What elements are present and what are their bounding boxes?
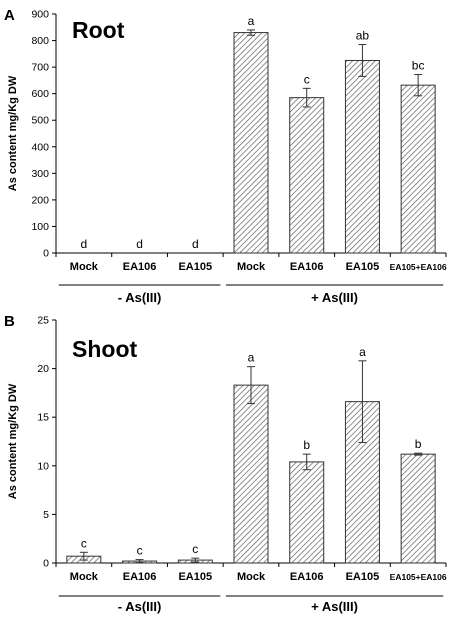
group-label: + As(III) <box>311 599 358 614</box>
y-tick-label: 700 <box>31 62 49 74</box>
y-tick-label: 600 <box>31 88 49 100</box>
category-label: EA105 <box>178 261 212 273</box>
y-axis-label: As content mg/Kg DW <box>7 383 19 499</box>
y-axis-label: As content mg/Kg DW <box>7 75 19 191</box>
significance-label: b <box>415 437 422 451</box>
bar-6 <box>344 59 380 254</box>
category-label: Mock <box>70 571 99 583</box>
y-tick-label: 25 <box>37 315 49 327</box>
y-tick-label: 0 <box>43 558 49 570</box>
significance-label: d <box>192 237 199 251</box>
y-tick-label: 10 <box>37 460 49 472</box>
significance-label: c <box>304 72 310 86</box>
category-label: EA105 <box>346 261 380 273</box>
category-label: EA106 <box>290 261 324 273</box>
significance-label: bc <box>412 59 425 73</box>
category-label: EA105+EA106 <box>390 572 447 582</box>
bar-4 <box>233 384 269 564</box>
category-label: EA105 <box>178 571 212 583</box>
y-tick-label: 800 <box>31 35 49 47</box>
category-label: EA105+EA106 <box>390 262 447 272</box>
bar-5 <box>289 461 325 564</box>
significance-label: c <box>192 542 198 556</box>
bar-7 <box>400 84 436 254</box>
y-tick-label: 400 <box>31 141 49 153</box>
chart-title: Shoot <box>72 336 137 362</box>
significance-label: c <box>81 536 87 550</box>
y-tick-label: 900 <box>31 9 49 21</box>
y-tick-label: 20 <box>37 363 49 375</box>
category-label: EA106 <box>123 571 157 583</box>
y-tick-label: 15 <box>37 412 49 424</box>
group-label: - As(III) <box>118 599 162 614</box>
y-tick-label: 300 <box>31 168 49 180</box>
category-label: EA105 <box>346 571 380 583</box>
category-label: EA106 <box>123 261 157 273</box>
category-label: EA106 <box>290 571 324 583</box>
category-label: Mock <box>237 261 266 273</box>
y-tick-label: 200 <box>31 194 49 206</box>
bar-7 <box>400 453 436 564</box>
bar-5 <box>289 97 325 254</box>
group-label: - As(III) <box>118 290 162 305</box>
y-tick-label: 500 <box>31 115 49 127</box>
chart-panel-b: B Shoot As content mg/Kg DW 0 5 10 15 20 25 c Mock… <box>4 313 447 614</box>
significance-label: ab <box>356 29 370 43</box>
y-tick-label: 0 <box>43 248 49 260</box>
chart-panel-a: A Root As content mg/Kg DW 0 100 200 300 400 500… <box>4 7 447 305</box>
y-tick-label: 100 <box>31 221 49 233</box>
significance-label: d <box>81 237 88 251</box>
significance-label: a <box>248 351 255 365</box>
panel-letter: B <box>4 313 15 330</box>
significance-label: b <box>303 438 310 452</box>
category-label: Mock <box>70 261 99 273</box>
significance-label: d <box>136 237 143 251</box>
significance-label: a <box>248 14 255 28</box>
bar-4 <box>233 32 269 254</box>
y-tick-label: 5 <box>43 509 49 521</box>
significance-label: a <box>359 345 366 359</box>
significance-label: c <box>137 544 143 558</box>
chart-title: Root <box>72 17 125 43</box>
category-label: Mock <box>237 571 266 583</box>
group-label: + As(III) <box>311 290 358 305</box>
panel-letter: A <box>4 7 15 24</box>
